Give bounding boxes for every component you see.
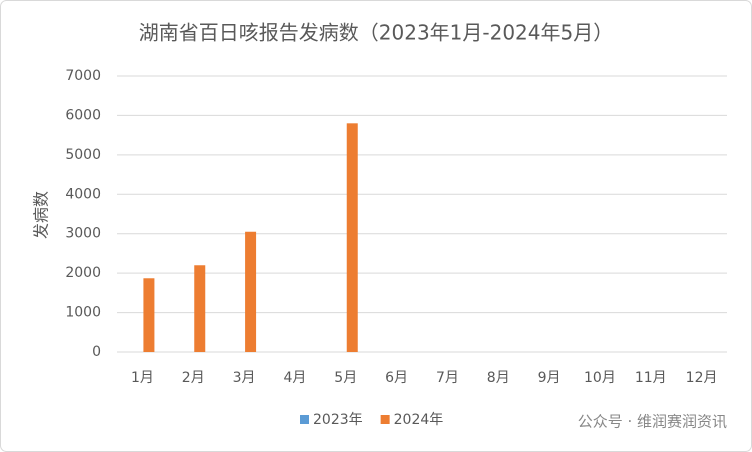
y-tick-label: 1000	[65, 305, 101, 321]
x-tick-label: 8月	[487, 370, 510, 386]
x-tick-label: 7月	[436, 370, 459, 386]
legend-label: 2024年	[394, 412, 444, 428]
chart-title: 湖南省百日咳报告发病数（2023年1月-2024年5月）	[139, 21, 613, 45]
y-tick-label: 3000	[65, 226, 101, 242]
bar	[194, 265, 206, 352]
legend-swatch	[300, 415, 309, 424]
y-tick-label: 0	[92, 344, 101, 360]
x-tick-label: 2月	[182, 370, 205, 386]
y-tick-label: 2000	[65, 265, 101, 281]
y-tick-label: 6000	[65, 107, 101, 123]
x-tick-label: 9月	[538, 370, 561, 386]
bar	[346, 123, 358, 352]
x-tick-label: 4月	[283, 370, 306, 386]
x-tick-label: 12月	[686, 370, 718, 386]
x-tick-label: 3月	[233, 370, 256, 386]
legend-label: 2023年	[313, 412, 363, 428]
x-tick-label: 6月	[385, 370, 408, 386]
y-tick-label: 7000	[65, 68, 101, 84]
bar	[245, 231, 257, 352]
y-tick-label: 4000	[65, 186, 101, 202]
x-tick-label: 1月	[131, 370, 154, 386]
x-tick-label: 11月	[635, 370, 667, 386]
bar	[143, 278, 155, 352]
y-axis-label: 发病数	[32, 191, 51, 239]
watermark: 公众号 · 维润赛润资讯	[578, 413, 727, 431]
x-tick-label: 5月	[334, 370, 357, 386]
legend-swatch	[380, 415, 390, 424]
x-tick-label: 10月	[584, 370, 616, 386]
y-tick-label: 5000	[65, 147, 101, 163]
